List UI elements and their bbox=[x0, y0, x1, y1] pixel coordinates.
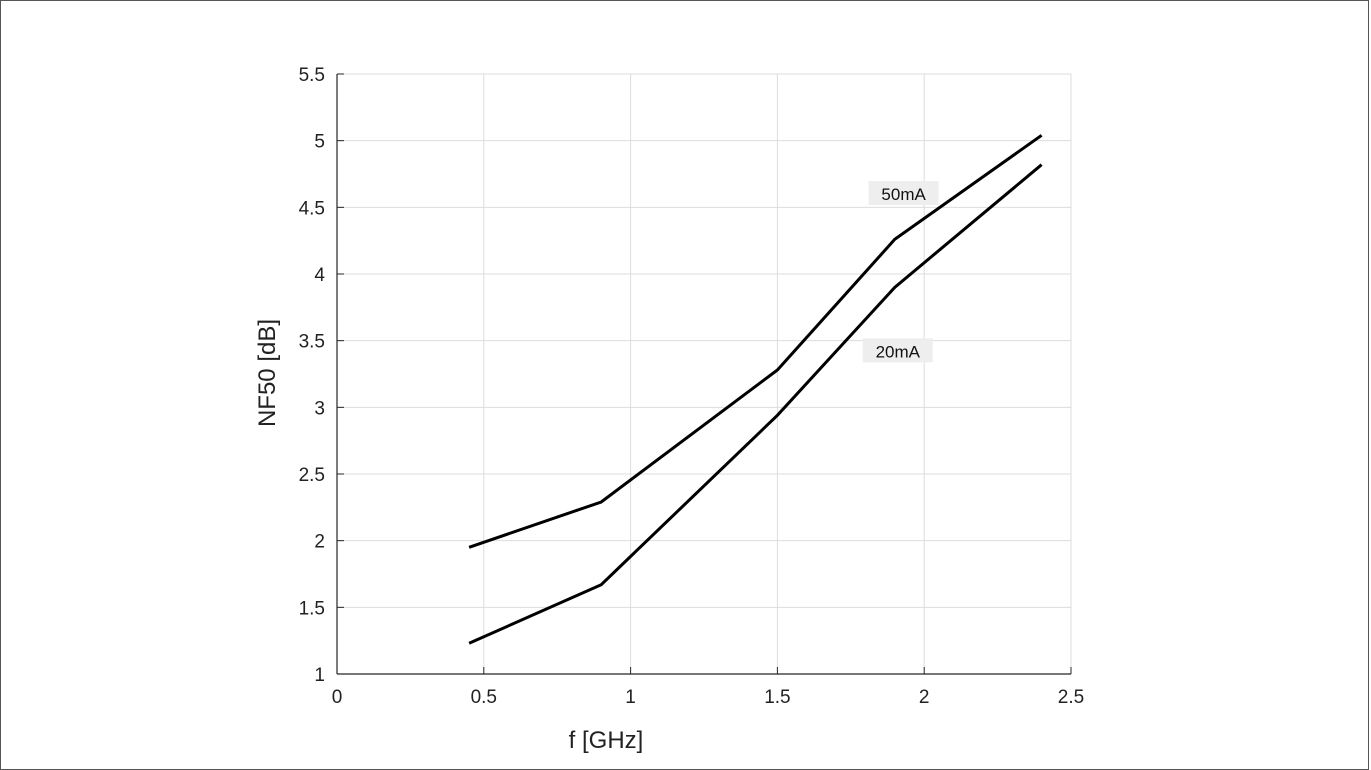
y-tick-label: 2.5 bbox=[299, 465, 325, 486]
x-axis-label: f [GHz] bbox=[569, 727, 644, 754]
annotation-text: 50mA bbox=[881, 185, 926, 204]
annotation-background bbox=[868, 181, 939, 205]
x-tick-label: 0 bbox=[332, 687, 343, 708]
y-tick-label: 2 bbox=[314, 532, 325, 553]
y-tick-label: 3 bbox=[314, 398, 325, 419]
axes bbox=[336, 73, 1072, 675]
x-tick-label: 1.5 bbox=[764, 687, 790, 708]
y-tick-labels: 1 1.5 2 2.5 3 3.5 4 4.5 5 5.5 bbox=[299, 65, 326, 686]
annotation-text: 20mA bbox=[876, 342, 921, 361]
annotation-background bbox=[862, 338, 933, 363]
x-tick-label: 2.5 bbox=[1058, 687, 1084, 708]
annotation-label: 20mA bbox=[862, 338, 933, 363]
series-line-20mA bbox=[468, 163, 1043, 645]
y-tick-label: 1.5 bbox=[299, 598, 325, 619]
y-tick-label: 4.5 bbox=[299, 198, 325, 219]
annotations: 50mA 20mA bbox=[862, 181, 939, 363]
annotation-label: 50mA bbox=[868, 181, 939, 205]
x-tick-label: 2 bbox=[919, 687, 930, 708]
y-tick-label: 5.5 bbox=[299, 65, 325, 86]
y-tick-label: 5 bbox=[314, 132, 325, 153]
y-tick-label: 4 bbox=[314, 265, 325, 286]
y-tick-label: 1 bbox=[314, 665, 325, 686]
y-axis-label: NF50 [dB] bbox=[254, 319, 281, 427]
y-tick-label: 3.5 bbox=[299, 332, 325, 353]
x-tick-labels: 0 0.5 1 1.5 2 2.5 bbox=[332, 687, 1085, 708]
x-tick-label: 1 bbox=[625, 687, 636, 708]
grid bbox=[336, 73, 1072, 675]
series-line-50mA bbox=[468, 134, 1043, 549]
series-lines bbox=[468, 134, 1043, 645]
x-tick-label: 0.5 bbox=[471, 687, 497, 708]
